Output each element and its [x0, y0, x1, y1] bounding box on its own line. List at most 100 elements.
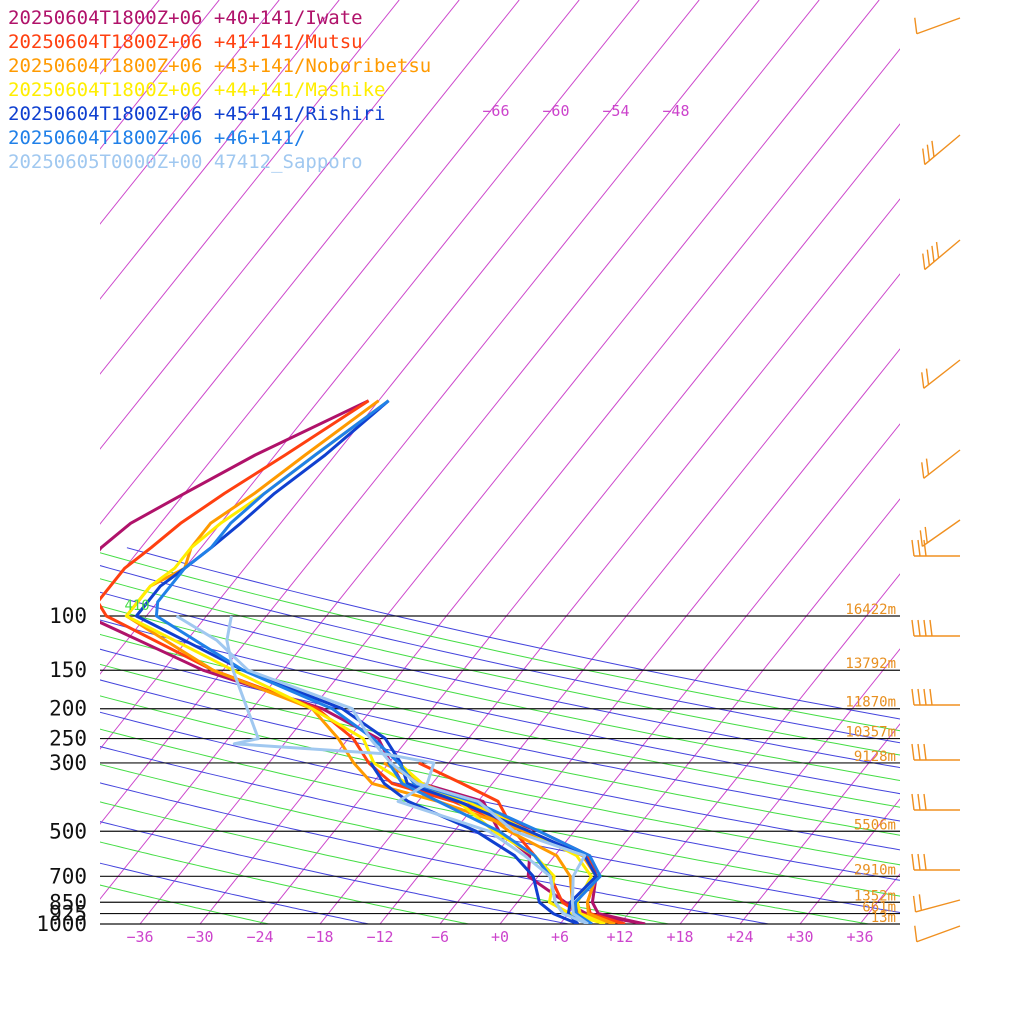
legend-entry-6: 20250605T0000Z+00 47412_Sapporo	[8, 151, 363, 173]
wind-barb-feather	[917, 619, 921, 637]
wind-barb-shaft	[916, 17, 961, 35]
isotherm-line	[439, 348, 900, 924]
legend: 20250604T1800Z+06 +40+141/Iwate20250604T…	[8, 7, 431, 173]
pressure-label-700: 700	[49, 864, 87, 888]
isotherm-line	[100, 0, 760, 825]
legend-entry-1: 20250604T1800Z+06 +41+141/Mutsu	[8, 31, 363, 53]
legend-entry-2: 20250604T1800Z+06 +43+141/Noboribetsu	[8, 55, 431, 77]
height-label-925: 661m	[862, 900, 896, 916]
height-label-200: 11870m	[845, 695, 896, 711]
wind-barb-feather	[925, 368, 930, 385]
temperature-tick-label: −36	[126, 928, 153, 946]
isotherm-line	[619, 573, 900, 924]
wind-barb	[914, 925, 961, 943]
height-label-300: 9128m	[854, 749, 896, 765]
wind-barb-feather	[931, 140, 935, 157]
dry-adiabat-400	[100, 619, 900, 795]
isobar-lines	[100, 615, 900, 925]
legend-entry-4: 20250604T1800Z+06 +45+141/Rishiri	[8, 103, 386, 125]
wind-barb	[912, 894, 961, 913]
wind-barb-feather	[911, 688, 915, 706]
series-5-upper-profile	[154, 399, 602, 924]
wind-barb-feather	[911, 853, 915, 871]
isotherm-line	[679, 648, 900, 924]
wind-barb-feather	[919, 530, 924, 547]
legend-entry-0: 20250604T1800Z+06 +40+141/Iwate	[8, 7, 363, 29]
isotherm-line	[799, 798, 900, 924]
upper-isotherm-label: −48	[662, 102, 689, 120]
wind-barb-feather	[935, 241, 940, 259]
wind-barb-feather	[924, 526, 928, 544]
height-label-150: 13792m	[845, 656, 896, 672]
axis-labels: 100 16422m 150 13792m 200 11870m 250 10357m 300 9…	[36, 102, 896, 946]
upper-isotherm-label: −54	[602, 102, 629, 120]
wind-barb-feather	[923, 853, 927, 871]
wind-barb-feather	[917, 793, 921, 811]
height-label-700: 2910m	[854, 862, 896, 878]
pressure-label-100: 100	[49, 604, 87, 628]
height-label-850: 1352m	[854, 888, 896, 904]
wind-barb-feather	[926, 144, 931, 161]
dry-adiabat-410	[100, 605, 900, 781]
temperature-tick-label: +6	[551, 928, 569, 946]
dry-adiabat-450	[100, 552, 900, 732]
wind-barb	[914, 17, 961, 35]
dry-adiabat-360	[100, 679, 900, 851]
theta-label-410: 410	[124, 598, 149, 614]
dry-adiabat-330	[100, 728, 900, 897]
isotherm-line	[319, 198, 900, 924]
dry-adiabat-280	[100, 821, 569, 924]
isotherm-line	[100, 0, 640, 675]
series-4-upper-profile	[134, 399, 598, 924]
temperature-tick-label: −18	[306, 928, 333, 946]
temperature-tick-label: +24	[726, 928, 753, 946]
wind-barb	[922, 239, 961, 271]
wind-barb-shaft	[923, 449, 961, 479]
isotherm-line	[559, 498, 900, 924]
pressure-label-850: 850	[49, 890, 87, 914]
isotherm-line	[199, 48, 900, 924]
legend-entry-3: 20250604T1800Z+06 +44+141/Mashike	[8, 79, 386, 101]
dry-adiabat-340	[100, 711, 900, 881]
isotherm-line	[100, 0, 700, 750]
dry-adiabat-350	[100, 695, 900, 866]
dry-adiabat-380	[100, 648, 900, 822]
wind-barb-feather	[914, 925, 918, 942]
isotherm-line	[739, 723, 900, 924]
wind-barb	[911, 743, 960, 761]
wind-barb-feather	[921, 462, 925, 479]
dry-adiabat-420	[100, 591, 900, 769]
upper-isotherm-label: −60	[542, 102, 569, 120]
dry-adiabat-300	[100, 782, 769, 924]
isotherm-line	[100, 0, 520, 525]
pressure-label-300: 300	[49, 751, 87, 775]
dry-adiabat-260	[100, 862, 369, 924]
wind-barb-feather	[917, 743, 921, 761]
series-6-upper-profile	[175, 614, 589, 924]
isotherm-line	[100, 0, 580, 600]
background-grid	[100, 0, 900, 924]
isotherm-line	[139, 0, 880, 924]
wind-barb-feather	[923, 539, 927, 557]
temperature-tick-label: +0	[491, 928, 509, 946]
wind-barb-feather	[926, 249, 931, 266]
wind-barb-feather	[917, 853, 921, 871]
wind-barb-feather	[925, 458, 930, 475]
wind-barb-feather	[921, 372, 925, 389]
wind-barb-feather	[911, 619, 915, 637]
wind-barb-feather	[923, 793, 927, 811]
wind-barb-feather	[911, 743, 915, 761]
legend-entry-5: 20250604T1800Z+06 +46+141/	[8, 127, 305, 149]
wind-barb-feather	[929, 688, 933, 706]
pressure-label-500: 500	[49, 819, 87, 843]
wind-barb	[911, 688, 960, 706]
temperature-tick-label: +12	[606, 928, 633, 946]
wind-barb-feather	[912, 895, 917, 912]
series-6-lower-profile	[225, 615, 589, 924]
dry-adiabat-250	[100, 884, 269, 924]
series-4-lower-profile	[369, 762, 579, 924]
pressure-label-150: 150	[49, 658, 87, 682]
wind-barb-shaft	[921, 519, 961, 547]
wind-barb-feather	[931, 245, 935, 262]
